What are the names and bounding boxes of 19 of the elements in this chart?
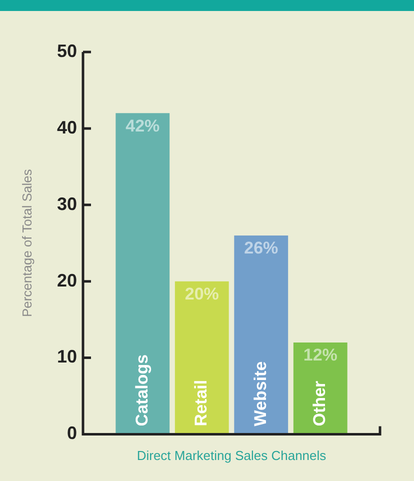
- y-tick-label: 30: [56, 194, 77, 214]
- bar: [174, 281, 229, 434]
- data-label: 42%: [126, 116, 160, 136]
- x-tick-label: Retail: [192, 380, 211, 426]
- y-tick-label: 50: [56, 40, 77, 61]
- x-tick-label: Website: [250, 361, 270, 426]
- x-tick-label: Other: [310, 380, 330, 426]
- bar: [116, 113, 170, 434]
- x-axis-title: Direct Marketing Sales Channels: [136, 448, 327, 463]
- y-tick-label: 10: [56, 346, 77, 367]
- data-label: 12%: [303, 346, 338, 365]
- y-tick-label: 40: [56, 117, 77, 138]
- y-axis-title: Percentage of Total Sales: [19, 168, 34, 318]
- data-label: 20%: [184, 284, 219, 304]
- y-tick-label: 0: [66, 423, 77, 444]
- x-tick-label: Catalogs: [132, 354, 152, 426]
- data-label: 26%: [244, 238, 278, 258]
- bar: [234, 235, 288, 434]
- y-tick-label: 20: [56, 270, 77, 290]
